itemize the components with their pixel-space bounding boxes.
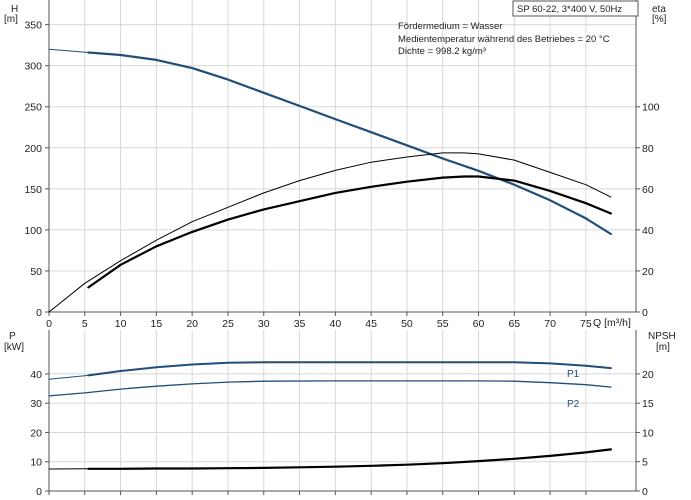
y-right-tick-label: 5 <box>642 457 648 469</box>
x-tick-label: 0 <box>46 318 52 330</box>
x-tick-label: 30 <box>258 318 270 330</box>
y-right-tick-label: 20 <box>642 266 654 278</box>
power-npsh-panel: 0 10 20 30 40 0 5 10 15 20 <box>30 330 654 498</box>
y-right-tick-label: 40 <box>642 225 654 237</box>
y-right-tick-label: 10 <box>642 427 654 439</box>
y-left-tick-label: 0 <box>36 307 42 319</box>
series-line-1-0 <box>87 361 612 377</box>
x-tick-label: 70 <box>544 318 556 330</box>
y-right-title-bottom-line2: [m] <box>656 342 670 353</box>
pump-model-label: SP 60-22, 3*400 V, 50Hz <box>517 4 622 15</box>
y-right-tick-label: 60 <box>642 184 654 196</box>
series-line-1-1 <box>48 374 89 380</box>
x-tick-label: 20 <box>186 318 198 330</box>
y-left-tick-label: 20 <box>30 427 42 439</box>
series-line-1-2 <box>48 380 612 397</box>
series-line-0-0 <box>87 51 612 236</box>
x-tick-label: 45 <box>365 318 377 330</box>
density-info: Dichte = 998.2 kg/m³ <box>398 46 486 57</box>
y-right-tick-label: 20 <box>642 369 654 381</box>
y-right-tick-label: 0 <box>642 307 648 319</box>
series-label-p2: P2 <box>567 399 580 410</box>
x-tick-label: 75 <box>580 318 592 330</box>
y-right-tick-label: 0 <box>642 486 648 498</box>
y-left-tick-label: 300 <box>24 61 42 73</box>
series-label-p1: P1 <box>567 369 580 380</box>
series-line-0-1 <box>48 48 89 53</box>
y-left-tick-label: 40 <box>30 369 42 381</box>
y-left-tick-label: 350 <box>24 20 42 32</box>
y-left-tick-label: 0 <box>36 486 42 498</box>
y-left-tick-label: 150 <box>24 184 42 196</box>
x-tick-label: 15 <box>151 318 163 330</box>
y-left-title-bottom-line1: P <box>9 331 16 342</box>
x-tick-label: 35 <box>294 318 306 330</box>
pump-model-box <box>512 0 639 17</box>
y-left-title-top-line2: [m] <box>4 14 18 25</box>
x-tick-label: 5 <box>82 318 88 330</box>
y-left-title-top-line1: H <box>11 4 18 15</box>
y-right-title-bottom-line1: NPSH <box>648 331 676 342</box>
y-right-tick-label: 100 <box>642 102 660 114</box>
series-line-1-3 <box>87 448 612 470</box>
y-left-tick-label: 200 <box>24 143 42 155</box>
series-line-0-3 <box>48 152 612 313</box>
y-left-tick-label: 30 <box>30 398 42 410</box>
medium-info: Fördermedium = Wasser <box>398 21 502 32</box>
series-line-0-2 <box>87 175 612 289</box>
head-efficiency-panel: 0 50 100 150 200 250 300 350 0 20 40 60 80 100 0 5 10 15 2… <box>24 0 660 330</box>
y-left-tick-label: 100 <box>24 225 42 237</box>
y-left-title-bottom-line2: [kW] <box>4 342 24 353</box>
y-right-title-top-line1: eta <box>652 4 666 15</box>
y-left-tick-label: 250 <box>24 102 42 114</box>
x-tick-label: 10 <box>115 318 127 330</box>
x-tick-label: 40 <box>329 318 341 330</box>
y-right-title-top-line2: [%] <box>652 14 667 25</box>
x-tick-label: 65 <box>508 318 520 330</box>
y-left-tick-label: 10 <box>30 457 42 469</box>
y-right-tick-label: 80 <box>642 143 654 155</box>
x-tick-label: 55 <box>437 318 449 330</box>
y-right-tick-label: 15 <box>642 398 654 410</box>
x-axis-title: Q [m³/h] <box>593 317 631 329</box>
x-tick-label: 60 <box>473 318 485 330</box>
x-tick-label: 25 <box>222 318 234 330</box>
y-left-tick-label: 50 <box>30 266 42 278</box>
temperature-info: Medientemperatur während des Betriebes =… <box>398 34 610 45</box>
x-tick-label: 50 <box>401 318 413 330</box>
